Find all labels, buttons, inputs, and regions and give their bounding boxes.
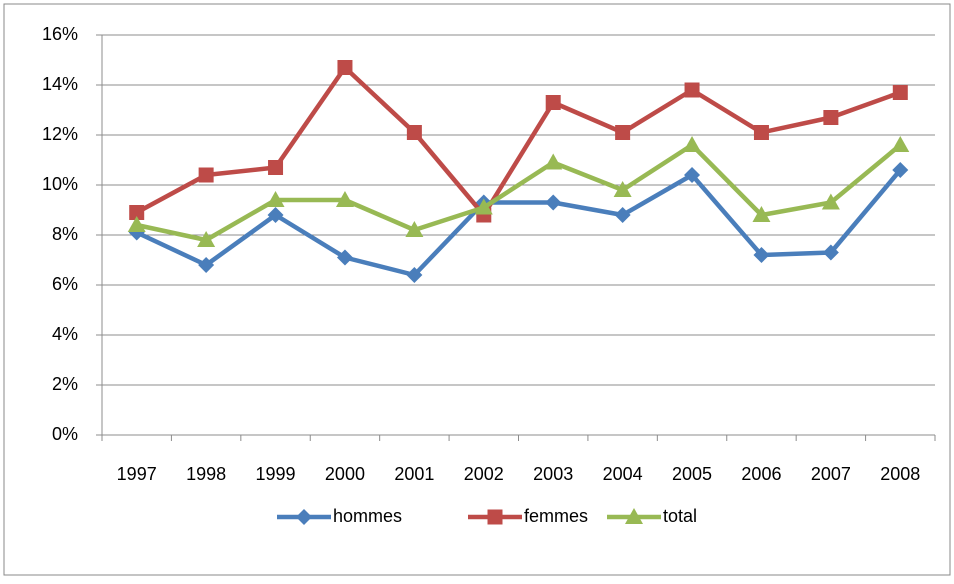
line: [135, 168, 903, 278]
marker: [753, 125, 769, 140]
marker: [335, 191, 354, 207]
y-tick-label: 2%: [52, 374, 78, 394]
marker: [752, 206, 771, 222]
legend-marker: [296, 509, 312, 525]
marker: [822, 244, 839, 261]
marker: [613, 181, 632, 197]
marker: [198, 257, 215, 273]
marker: [615, 125, 631, 140]
x-tick-label: 2004: [603, 464, 643, 484]
marker: [892, 85, 908, 100]
chart-border: [3, 3, 951, 576]
marker: [268, 160, 284, 175]
x-tick-label: 2006: [741, 464, 781, 484]
x-tick-label: 1998: [186, 464, 226, 484]
marker: [823, 110, 839, 125]
marker: [127, 216, 146, 232]
x-tick-label: 2007: [811, 464, 851, 484]
marker: [683, 136, 702, 152]
y-tick-label: 12%: [42, 124, 78, 144]
line: [136, 142, 902, 243]
marker: [821, 193, 840, 210]
marker: [684, 167, 701, 183]
legend-label: hommes: [333, 506, 402, 526]
marker: [266, 191, 285, 207]
x-tick-label: 2002: [464, 464, 504, 484]
marker: [267, 207, 284, 223]
legend-marker: [487, 509, 503, 525]
y-tick-label: 14%: [42, 74, 78, 94]
marker: [544, 153, 563, 170]
x-tick-label: 2001: [394, 464, 434, 484]
y-tick-label: 8%: [52, 224, 78, 244]
x-tick-label: 1997: [117, 464, 157, 484]
marker: [545, 95, 561, 110]
x-tick-label: 2008: [880, 464, 920, 484]
marker: [753, 247, 770, 263]
y-tick-label: 6%: [52, 274, 78, 294]
y-tick-label: 4%: [52, 324, 78, 344]
marker: [406, 125, 422, 140]
x-tick-label: 2005: [672, 464, 712, 484]
marker: [892, 162, 909, 178]
marker: [336, 249, 353, 266]
x-tick-label: 1999: [256, 464, 296, 484]
marker: [129, 205, 145, 220]
y-tick-label: 10%: [42, 174, 78, 194]
y-tick-label: 16%: [42, 24, 78, 44]
marker: [405, 221, 424, 237]
y-tick-label: 0%: [52, 424, 78, 444]
marker: [614, 207, 631, 223]
marker: [474, 198, 493, 215]
marker: [406, 267, 423, 283]
marker: [198, 167, 214, 183]
marker: [891, 136, 910, 152]
marker: [545, 194, 562, 211]
legend-label: total: [663, 506, 697, 526]
marker: [197, 231, 216, 247]
legend-marker: [625, 508, 643, 524]
x-tick-label: 2003: [533, 464, 573, 484]
marker: [684, 82, 700, 98]
x-tick-label: 2000: [325, 464, 365, 484]
legend-label: femmes: [524, 506, 588, 526]
line: [135, 65, 902, 218]
marker: [337, 60, 353, 75]
